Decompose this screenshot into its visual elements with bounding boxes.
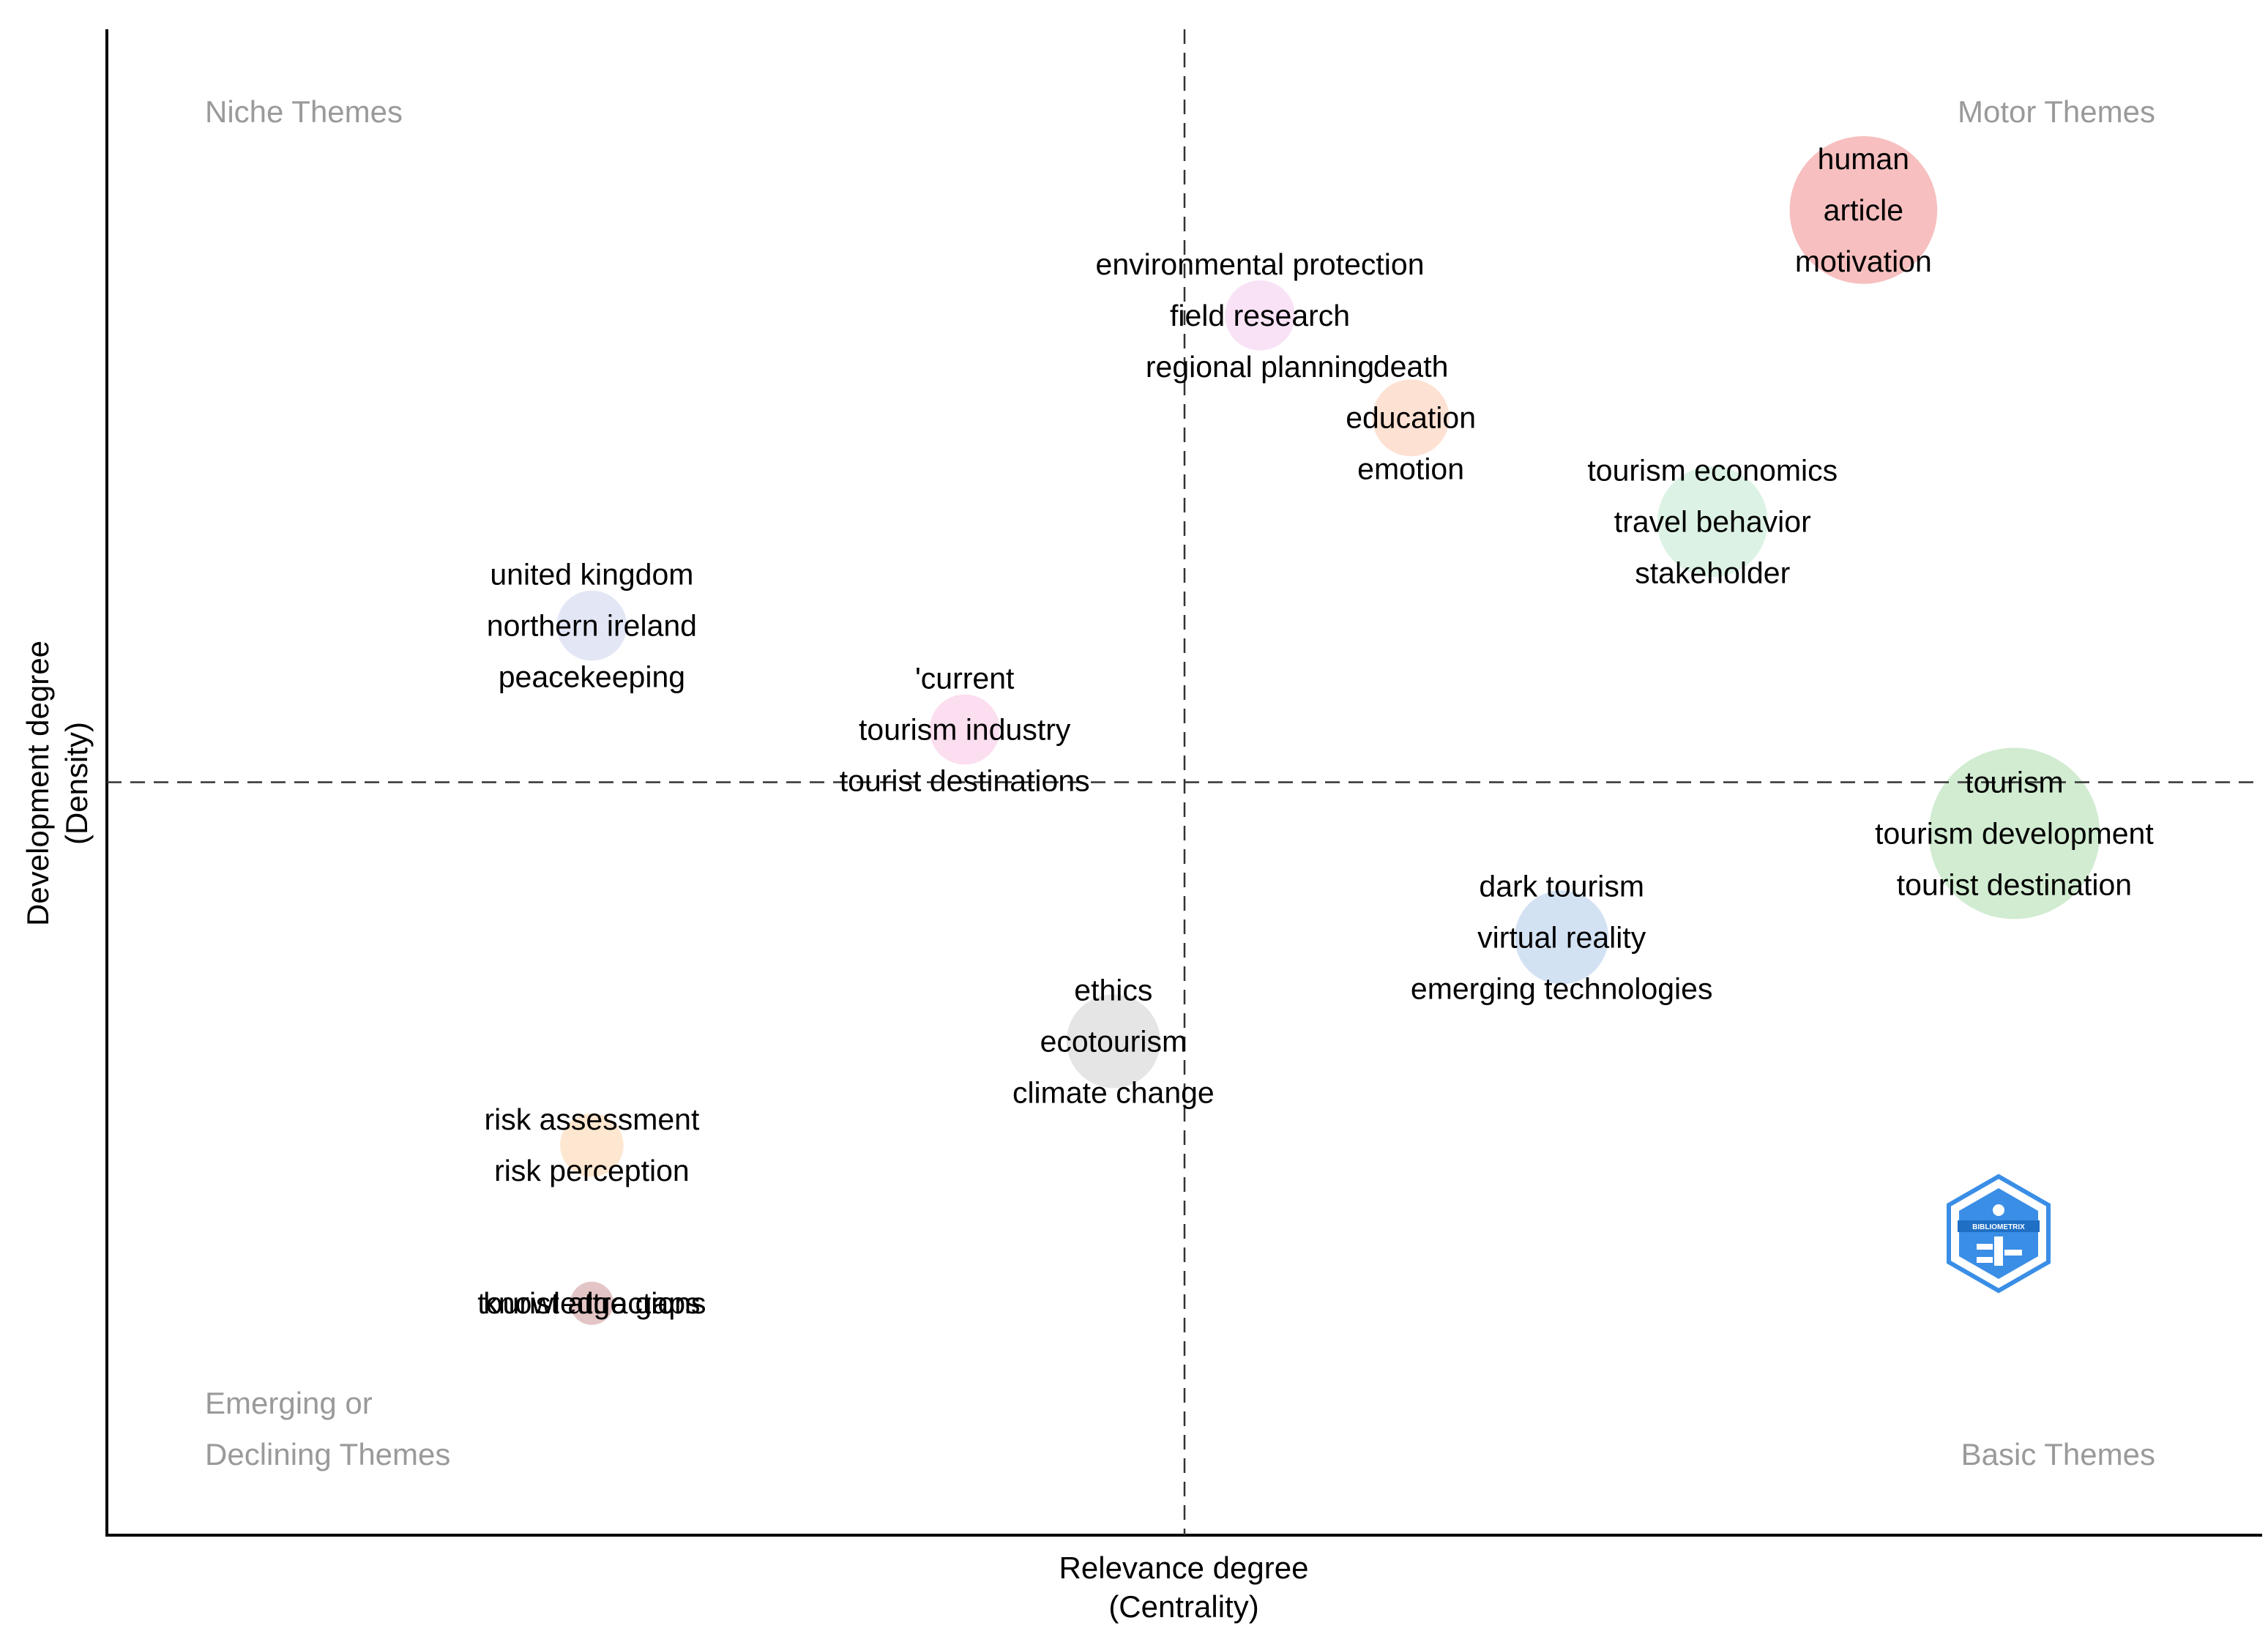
y-axis-title-line-2: (Density) bbox=[59, 722, 94, 845]
cluster-label: environmental protection bbox=[1096, 247, 1425, 281]
cluster-bubble bbox=[1789, 136, 1938, 284]
cluster-label: ecotourism bbox=[1040, 1024, 1187, 1058]
x-axis-title-line-1: Relevance degree bbox=[1059, 1551, 1309, 1585]
cluster-label: northern ireland bbox=[487, 609, 697, 643]
cluster-label: motivation bbox=[1795, 245, 1932, 278]
y-axis-title: Development degree (Density) bbox=[20, 641, 94, 926]
quadrant-label-motor: Motor Themes bbox=[1958, 94, 2155, 129]
cluster-label: ethics bbox=[1074, 973, 1152, 1007]
cluster-label: regional planning bbox=[1146, 350, 1374, 384]
cluster-label: risk assessment bbox=[484, 1103, 700, 1136]
cluster-bubble bbox=[1928, 747, 2100, 919]
cluster-label: tourism industry bbox=[859, 713, 1071, 747]
cluster-label: stakeholder bbox=[1635, 556, 1790, 590]
cluster-label: article bbox=[1824, 193, 1903, 227]
cluster-bubble bbox=[560, 1113, 624, 1177]
cluster-label: virtual reality bbox=[1477, 920, 1646, 954]
cluster-label: death bbox=[1373, 350, 1449, 384]
cluster-label: human bbox=[1818, 142, 1909, 176]
cluster-bubble bbox=[1657, 466, 1768, 578]
cluster-bubble bbox=[1225, 280, 1295, 351]
cluster-label: peacekeeping bbox=[499, 660, 685, 694]
cluster-label: education bbox=[1346, 401, 1476, 435]
cluster-label: risk perception bbox=[494, 1154, 690, 1187]
cluster-label: tourist attractions bbox=[477, 1286, 706, 1320]
cluster-label: 'current bbox=[915, 662, 1015, 695]
cluster-bubble bbox=[1515, 890, 1609, 985]
cluster-labels: human article motivation environmental prot… bbox=[477, 142, 2154, 1320]
cluster-bubble bbox=[1372, 379, 1450, 457]
cluster-label: tourist destination bbox=[1897, 868, 2132, 901]
cluster-bubble bbox=[929, 694, 1000, 765]
cluster-label: united kingdom bbox=[490, 558, 693, 592]
cluster-label: emerging technologies bbox=[1411, 971, 1713, 1005]
quadrant-label-niche: Niche Themes bbox=[205, 94, 403, 129]
cluster-label: tourism economics bbox=[1587, 454, 1838, 488]
quadrant-label-basic: Basic Themes bbox=[1961, 1437, 2155, 1471]
cluster-label: field research bbox=[1170, 299, 1350, 332]
cluster-bubble bbox=[570, 1281, 613, 1325]
cluster-label: knowledge gaps bbox=[483, 1286, 700, 1320]
logo-text: BIBLIOMETRIX bbox=[1972, 1223, 2025, 1231]
cluster-label: tourist destinations bbox=[840, 764, 1090, 798]
bibliometrix-logo: BIBLIOMETRIX bbox=[1947, 1174, 2051, 1294]
x-axis-title-line-2: (Centrality) bbox=[1108, 1589, 1258, 1624]
y-axis-title-line-1: Development degree bbox=[20, 641, 55, 926]
cluster-bubble bbox=[1066, 994, 1160, 1089]
cluster-label: tourism bbox=[1965, 765, 2063, 799]
quadrant-label-emerging-line-2: Declining Themes bbox=[205, 1437, 450, 1471]
quadrant-label-emerging-line-1: Emerging or bbox=[205, 1386, 373, 1420]
cluster-label: climate change bbox=[1012, 1075, 1215, 1109]
cluster-label: emotion bbox=[1357, 452, 1464, 486]
cluster-label: travel behavior bbox=[1614, 505, 1811, 539]
cluster-label: tourism development bbox=[1875, 816, 2154, 850]
cluster-bubble bbox=[556, 590, 627, 661]
cluster-bubbles bbox=[556, 136, 2100, 1325]
cluster-label: dark tourism bbox=[1479, 869, 1644, 903]
